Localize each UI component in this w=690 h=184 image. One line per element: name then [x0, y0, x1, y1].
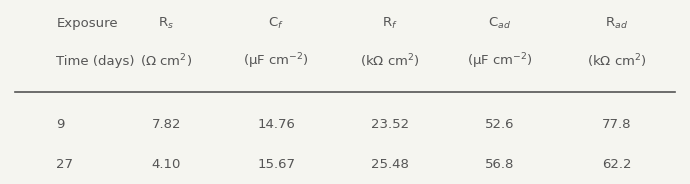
Text: R$_{ad}$: R$_{ad}$ [605, 16, 628, 31]
Text: 23.52: 23.52 [371, 118, 408, 131]
Text: 9: 9 [57, 118, 65, 131]
Text: (kΩ cm$^2$): (kΩ cm$^2$) [586, 52, 647, 70]
Text: 27: 27 [57, 158, 73, 171]
Text: Exposure: Exposure [57, 17, 118, 30]
Text: (Ω cm$^2$): (Ω cm$^2$) [140, 52, 193, 70]
Text: (μF cm$^{-2}$): (μF cm$^{-2}$) [244, 51, 309, 71]
Text: (kΩ cm$^2$): (kΩ cm$^2$) [359, 52, 420, 70]
Text: 14.76: 14.76 [257, 118, 295, 131]
Text: 25.48: 25.48 [371, 158, 408, 171]
Text: 77.8: 77.8 [602, 118, 631, 131]
Text: 7.82: 7.82 [152, 118, 181, 131]
Text: R$_f$: R$_f$ [382, 16, 397, 31]
Text: 56.8: 56.8 [485, 158, 514, 171]
Text: 62.2: 62.2 [602, 158, 631, 171]
Text: 15.67: 15.67 [257, 158, 295, 171]
Text: 4.10: 4.10 [152, 158, 181, 171]
Text: Time (days): Time (days) [57, 55, 135, 68]
Text: R$_s$: R$_s$ [158, 16, 175, 31]
Text: C$_{ad}$: C$_{ad}$ [488, 16, 511, 31]
Text: C$_f$: C$_f$ [268, 16, 284, 31]
Text: (μF cm$^{-2}$): (μF cm$^{-2}$) [466, 51, 533, 71]
Text: 52.6: 52.6 [485, 118, 514, 131]
